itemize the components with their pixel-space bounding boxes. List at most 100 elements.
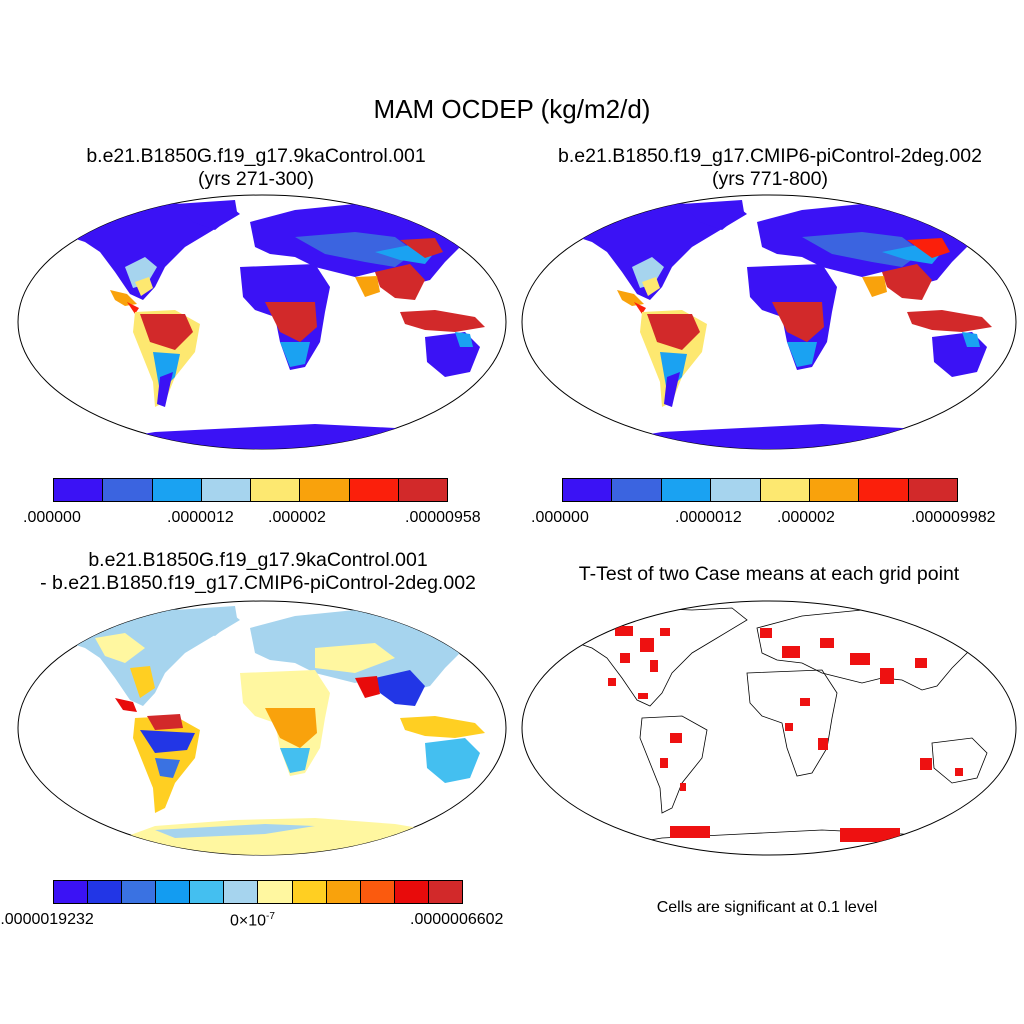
land-mexico	[110, 290, 137, 306]
cb1-swatch-0	[54, 479, 104, 501]
cb2-swatch-2	[661, 479, 712, 501]
land-south-asia	[375, 264, 425, 300]
land-central-america	[127, 302, 139, 314]
significant-cell	[680, 783, 686, 791]
panel1-title-line2: (yrs 271-300)	[198, 168, 314, 190]
land-central-asia-diff	[315, 643, 395, 673]
cb3-swatch-1	[88, 881, 123, 903]
map-panel-1	[17, 194, 507, 450]
land-canada-yellow	[95, 633, 145, 663]
cb1-swatch-3	[201, 479, 251, 501]
cb2-swatch-1	[612, 479, 662, 501]
significant-cell	[670, 826, 710, 838]
cb3-swatch-2	[122, 881, 157, 903]
cb3-swatch-11	[428, 881, 462, 903]
cb1-label-min: .000000	[23, 509, 81, 526]
significant-cell	[920, 758, 932, 770]
significant-cell	[638, 693, 648, 699]
land-patagonia	[157, 372, 173, 407]
map-panel-2	[521, 194, 1017, 450]
cb3-swatch-7	[292, 881, 327, 903]
land-india	[355, 276, 380, 297]
significant-cell	[840, 828, 900, 842]
land-central-asia	[802, 232, 922, 267]
panel4-title: T-Test of two Case means at each grid po…	[578, 563, 960, 585]
landmass-north-america	[55, 202, 240, 300]
land-amazon-diff	[140, 730, 195, 753]
significant-cell	[850, 653, 870, 665]
land-us-east-diff	[130, 666, 155, 698]
land-us-southeast	[642, 277, 660, 296]
panel2-title-line1: b.e21.B1850.f19_g17.CMIP6-piControl-2deg…	[558, 145, 982, 167]
significant-cell	[915, 658, 927, 668]
land-east-asia	[400, 238, 443, 258]
significant-cell	[660, 628, 670, 636]
cb3-label-zero-exp: -7	[266, 911, 275, 922]
landmass-greenland	[682, 200, 744, 230]
land-sa-south-diff	[155, 758, 180, 778]
cb2-label-mid1: .0000012	[675, 509, 742, 526]
cb2-label-mid2: .000002	[777, 509, 835, 526]
coastline-south-america	[639, 715, 708, 814]
significant-cell	[955, 768, 963, 776]
land-patagonia	[664, 372, 680, 407]
landmass-antarctica	[562, 424, 992, 449]
land-east-asia	[907, 238, 950, 258]
landmass-north-america	[562, 202, 747, 300]
cb1-label-mid2: .000002	[268, 509, 326, 526]
cb3-swatch-3	[156, 881, 191, 903]
cb1-label-max: .00000958	[405, 509, 481, 526]
cb1-label-mid1: .0000012	[167, 509, 234, 526]
globe-outline	[521, 600, 1017, 856]
land-south-asia	[882, 264, 932, 300]
cb2-swatch-7	[908, 479, 957, 501]
land-mexico-diff	[115, 698, 137, 712]
cb3-swatch-8	[326, 881, 361, 903]
land-central-asia	[295, 232, 415, 267]
cb1-swatch-1	[103, 479, 153, 501]
map-panel-4	[521, 600, 1017, 856]
land-central-africa	[265, 302, 317, 342]
land-southern-africa-diff	[280, 748, 310, 773]
panel2-title-line2: (yrs 771-800)	[712, 168, 828, 190]
landmass-greenland	[175, 606, 237, 636]
cb1-swatch-2	[152, 479, 202, 501]
cb1-swatch-4	[251, 479, 301, 501]
cb3-swatch-9	[360, 881, 395, 903]
land-indonesia	[907, 310, 992, 332]
landmass-north-america	[55, 608, 240, 706]
cb3-swatch-6	[258, 881, 293, 903]
cb1-swatch-6	[349, 479, 399, 501]
land-us-southeast	[135, 277, 153, 296]
cb3-swatch-10	[394, 881, 429, 903]
cb2-swatch-6	[859, 479, 909, 501]
coastline-australia	[931, 737, 988, 784]
cb2-label-min: .000000	[531, 509, 589, 526]
land-indonesia-diff	[400, 716, 485, 738]
land-south-asia-diff	[375, 670, 425, 706]
cb3-label-min: -.0000019232	[0, 911, 94, 928]
land-southern-africa	[280, 342, 310, 367]
cb3-swatch-5	[224, 881, 259, 903]
land-india	[862, 276, 887, 297]
cb3-label-zero: 0×10-7	[230, 911, 275, 930]
significant-cell	[600, 846, 650, 855]
cb2-swatch-3	[711, 479, 761, 501]
land-mexico	[617, 290, 644, 306]
panel3-title-line1: b.e21.B1850G.f19_g17.9kaControl.001	[88, 549, 428, 571]
land-central-america	[634, 302, 646, 314]
significant-cell	[820, 638, 834, 648]
panel1-title-line1: b.e21.B1850G.f19_g17.9kaControl.001	[86, 145, 426, 167]
coastline-africa	[746, 669, 838, 777]
significant-cell	[782, 646, 800, 658]
map-panel-3	[17, 600, 507, 856]
cb2-label-max: .000009982	[911, 509, 996, 526]
landmass-australia	[425, 738, 480, 783]
panel1-title: b.e21.B1850G.f19_g17.9kaControl.001 (yrs…	[0, 145, 512, 191]
significant-cell	[660, 758, 668, 768]
land-amazon	[140, 314, 193, 350]
coastline-north-america	[561, 607, 748, 707]
land-australia-north	[962, 332, 980, 347]
significant-cell	[760, 628, 772, 638]
significant-cell	[620, 653, 630, 663]
